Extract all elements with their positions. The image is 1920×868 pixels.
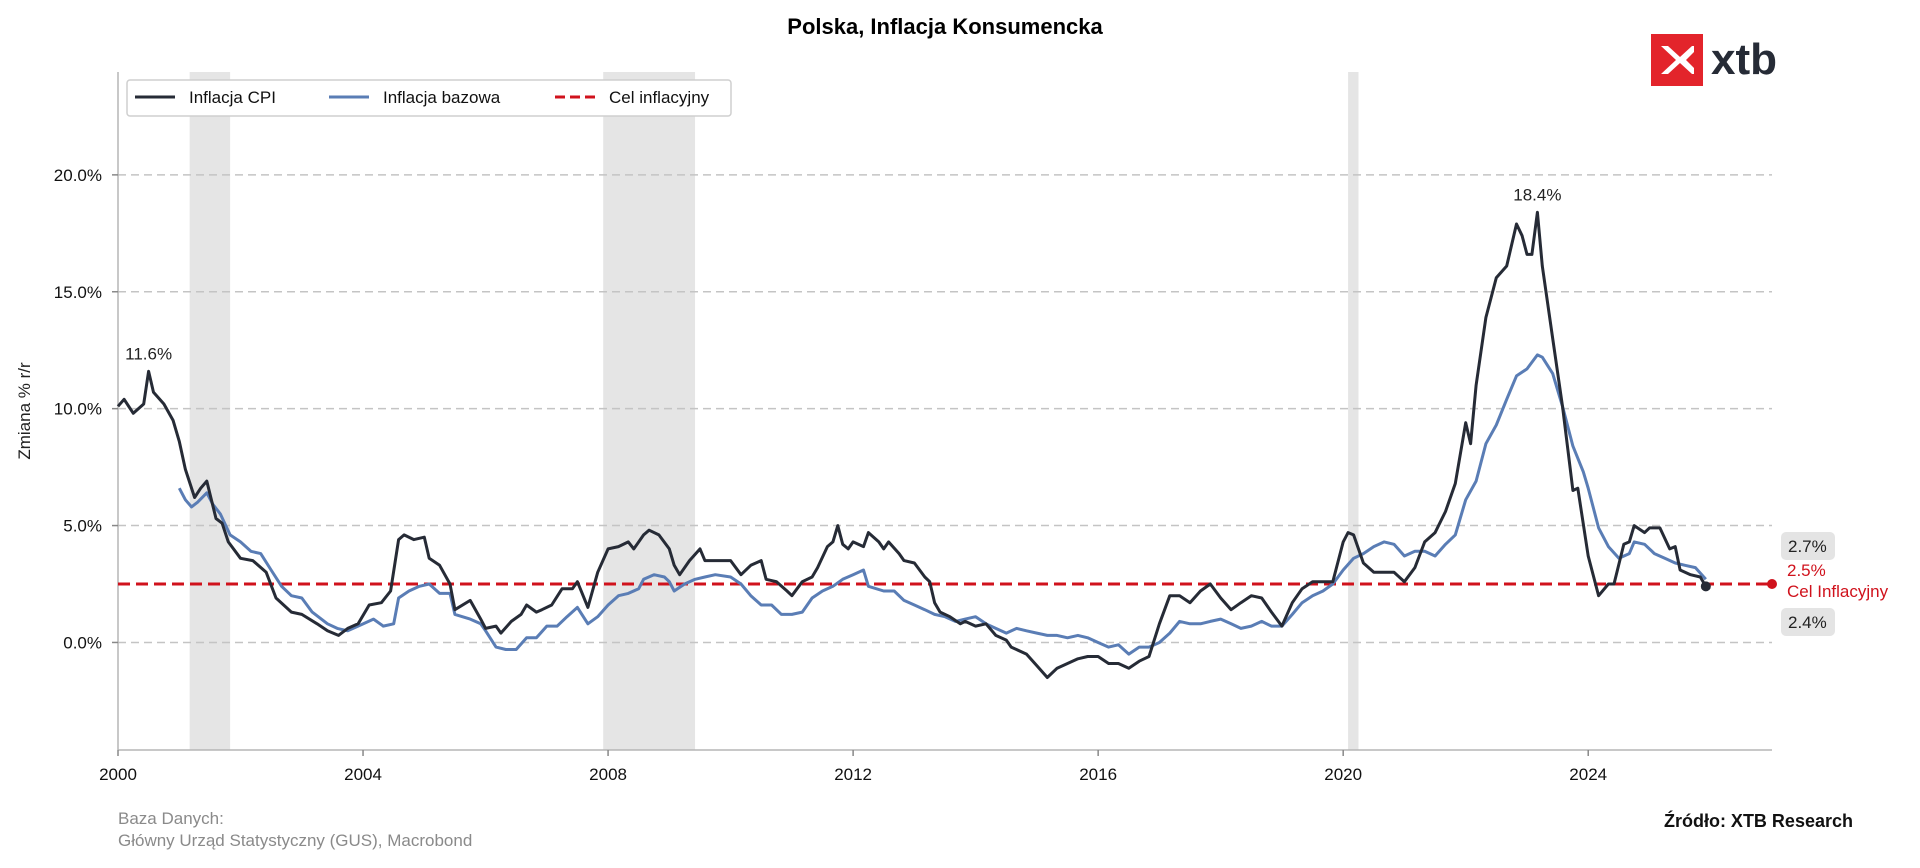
footer-db-sources: Główny Urząd Statystyczny (GUS), Macrobo… (118, 831, 472, 850)
x-tick-label-5: 2020 (1324, 765, 1362, 784)
end-label-target-name: Cel Inflacyjny (1787, 582, 1889, 601)
y-axis-label: Zmiana % r/r (15, 362, 34, 460)
y-tick-label-4: 20.0% (54, 166, 102, 185)
footer-db-label: Baza Danych: (118, 809, 224, 828)
legend-label-target: Cel inflacyjny (609, 88, 710, 107)
end-label-cpi: 2.4% (1781, 608, 1835, 636)
x-tick-label-0: 2000 (99, 765, 137, 784)
target-end-dot (1767, 579, 1777, 590)
end-label-target-value: 2.5% (1787, 561, 1826, 580)
legend-label-core: Inflacja bazowa (383, 88, 501, 107)
x-tick-label-1: 2004 (344, 765, 382, 784)
cpi-end-dot (1700, 581, 1711, 592)
x-tick-label-3: 2012 (834, 765, 872, 784)
xtb-logo: xtb (1651, 34, 1777, 86)
y-tick-label-0: 0.0% (63, 633, 102, 652)
xtb-logo-text: xtb (1711, 35, 1777, 84)
x-ticks: 2000 2004 2008 2012 2016 2020 2024 (99, 750, 1607, 784)
legend-label-cpi: Inflacja CPI (189, 88, 276, 107)
end-label-cpi-text: 2.4% (1788, 613, 1827, 632)
shaded-period-0 (189, 72, 231, 750)
x-mark-icon (1661, 46, 1694, 74)
recession-shades (189, 72, 1359, 750)
series-core-inflation-line (177, 353, 1707, 656)
chart-title: Polska, Inflacja Konsumencka (787, 14, 1103, 39)
footer-source: Źródło: XTB Research (1664, 810, 1853, 831)
y-tick-label-3: 15.0% (54, 283, 102, 302)
x-tick-label-6: 2024 (1569, 765, 1607, 784)
shaded-period-2 (1348, 72, 1359, 750)
y-tick-label-2: 10.0% (54, 400, 102, 419)
legend: Inflacja CPI Inflacja bazowa Cel inflacy… (126, 79, 732, 117)
grid-lines (118, 174, 1772, 644)
end-label-core: 2.7% (1781, 532, 1835, 560)
annotation-peak-2023: 18.4% (1513, 185, 1561, 204)
x-tick-label-4: 2016 (1079, 765, 1117, 784)
y-ticks: 0.0% 5.0% 10.0% 15.0% 20.0% (54, 166, 118, 652)
y-tick-label-1: 5.0% (63, 517, 102, 536)
shaded-period-1 (603, 72, 696, 750)
end-label-core-text: 2.7% (1788, 537, 1827, 556)
x-tick-label-2: 2008 (589, 765, 627, 784)
series-cpi-inflation-line (116, 210, 1708, 679)
annotation-peak-2000: 11.6% (125, 344, 172, 363)
